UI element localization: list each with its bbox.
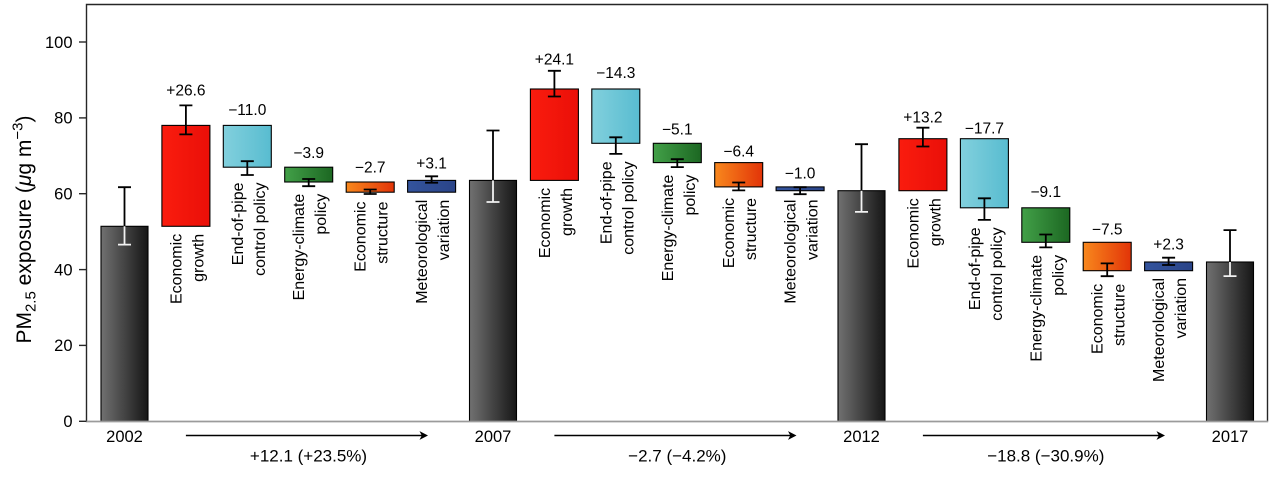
svg-text:+26.6: +26.6 [166, 83, 205, 100]
svg-text:growth: growth [927, 198, 944, 246]
svg-text:Economic: Economic [168, 234, 185, 304]
svg-text:growth: growth [190, 234, 207, 282]
svg-text:20: 20 [54, 337, 72, 355]
svg-text:policy: policy [313, 194, 330, 235]
svg-text:−1.0: −1.0 [785, 165, 816, 182]
svg-text:−6.4: −6.4 [723, 143, 754, 160]
svg-text:Energy-climate: Energy-climate [291, 194, 308, 301]
svg-text:control policy: control policy [989, 227, 1006, 320]
svg-text:−14.3: −14.3 [596, 65, 635, 82]
svg-text:structure: structure [375, 201, 392, 263]
svg-text:Meteorological: Meteorological [414, 200, 431, 304]
svg-text:Economic: Economic [721, 198, 738, 268]
svg-text:−2.7 (−4.2%): −2.7 (−4.2%) [628, 446, 726, 465]
svg-text:End-of-pipe: End-of-pipe [598, 161, 615, 244]
svg-text:−9.1: −9.1 [1030, 184, 1061, 201]
svg-text:End-of-pipe: End-of-pipe [230, 182, 247, 265]
svg-text:End-of-pipe: End-of-pipe [967, 227, 984, 310]
svg-text:Energy-climate: Energy-climate [1028, 255, 1045, 362]
svg-text:2012: 2012 [843, 428, 880, 446]
svg-text:+13.2: +13.2 [903, 110, 942, 127]
svg-text:60: 60 [54, 186, 72, 204]
svg-text:−17.7: −17.7 [965, 121, 1004, 138]
svg-text:control policy: control policy [252, 183, 269, 276]
svg-text:0: 0 [63, 413, 72, 431]
svg-text:80: 80 [54, 110, 72, 128]
svg-text:Economic: Economic [537, 188, 554, 258]
svg-text:−2.7: −2.7 [355, 160, 386, 177]
svg-text:control policy: control policy [620, 161, 637, 254]
svg-text:variation: variation [805, 200, 822, 260]
svg-text:policy: policy [682, 175, 699, 216]
svg-text:−5.1: −5.1 [662, 122, 693, 139]
svg-text:−7.5: −7.5 [1092, 222, 1123, 239]
svg-text:Energy-climate: Energy-climate [660, 174, 677, 281]
svg-text:+24.1: +24.1 [535, 52, 574, 69]
svg-text:+3.1: +3.1 [416, 155, 447, 172]
svg-text:−18.8 (−30.9%): −18.8 (−30.9%) [987, 446, 1104, 465]
svg-text:Economic: Economic [905, 198, 922, 268]
svg-text:growth: growth [559, 188, 576, 236]
svg-text:structure: structure [743, 198, 760, 260]
svg-text:+12.1 (+23.5%): +12.1 (+23.5%) [250, 446, 367, 465]
svg-text:100: 100 [45, 34, 73, 52]
svg-text:policy: policy [1050, 255, 1067, 296]
svg-text:structure: structure [1112, 284, 1129, 346]
svg-text:40: 40 [54, 261, 72, 279]
svg-text:−11.0: −11.0 [228, 102, 266, 119]
svg-text:Economic: Economic [353, 202, 370, 272]
svg-text:Meteorological: Meteorological [783, 200, 800, 304]
svg-text:Meteorological: Meteorological [1151, 278, 1168, 382]
svg-text:variation: variation [1173, 278, 1190, 338]
svg-text:−3.9: −3.9 [293, 145, 324, 162]
svg-text:2002: 2002 [106, 428, 143, 446]
svg-text:2007: 2007 [475, 428, 512, 446]
svg-text:Economic: Economic [1090, 284, 1107, 354]
svg-text:variation: variation [436, 200, 453, 260]
svg-text:2017: 2017 [1212, 428, 1249, 446]
svg-text:+2.3: +2.3 [1153, 237, 1184, 254]
